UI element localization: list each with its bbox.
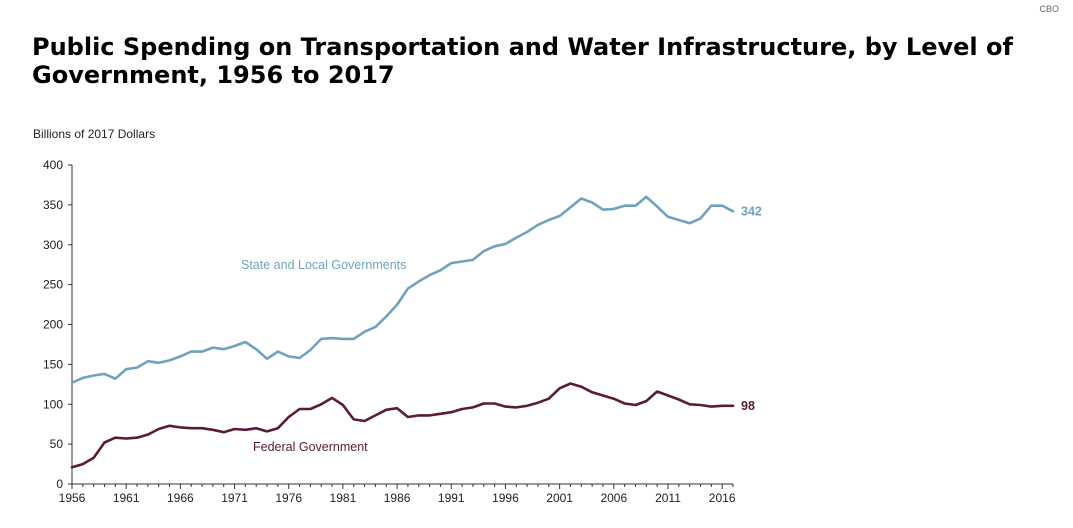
end-value-label-federal-government: 98: [741, 399, 755, 413]
series-label-state-and-local-governments: State and Local Governments: [241, 258, 406, 272]
x-tick-label: 1986: [384, 491, 411, 505]
x-tick-label: 1981: [330, 491, 357, 505]
y-tick-label: 400: [43, 158, 63, 172]
labels-layer: State and Local Governments Federal Gover…: [241, 204, 762, 454]
x-tick-label: 1961: [113, 491, 140, 505]
y-tick-label: 50: [50, 437, 64, 451]
y-tick-label: 100: [43, 397, 63, 411]
x-tick-label: 1971: [221, 491, 248, 505]
x-tick-label: 1966: [167, 491, 194, 505]
axes: 0 50 100 150 200 250 300 350 400 1956 1961 1966 1971…: [43, 158, 736, 505]
y-tick-label: 0: [56, 477, 63, 491]
end-value-label-state-and-local-governments: 342: [741, 204, 762, 218]
y-axis-unit-label: Billions of 2017 Dollars: [33, 127, 156, 141]
x-tick-label: 2011: [655, 491, 681, 505]
series-line-state-and-local-governments: [70, 195, 735, 385]
brand-mark: CBO: [1039, 4, 1059, 14]
y-tick-label: 200: [43, 318, 63, 332]
x-tick-label: 1976: [275, 491, 302, 505]
x-tick-label: 2016: [709, 491, 736, 505]
y-tick-label: 150: [43, 357, 63, 371]
chart-title: Public Spending on Transportation and Wa…: [32, 33, 1013, 89]
y-tick-label: 350: [43, 198, 63, 212]
y-tick-label: 300: [43, 238, 63, 252]
series-label-federal-government: Federal Government: [253, 440, 368, 454]
x-tick-label: 2006: [600, 491, 627, 505]
x-tick-label: 1991: [438, 491, 465, 505]
y-tick-label: 250: [43, 278, 63, 292]
x-tick-label: 1956: [59, 491, 86, 505]
x-tick-label: 1996: [492, 491, 519, 505]
x-tick-label: 2001: [546, 491, 573, 505]
series-line-federal-government: [70, 382, 735, 469]
series-layer: [70, 195, 735, 469]
